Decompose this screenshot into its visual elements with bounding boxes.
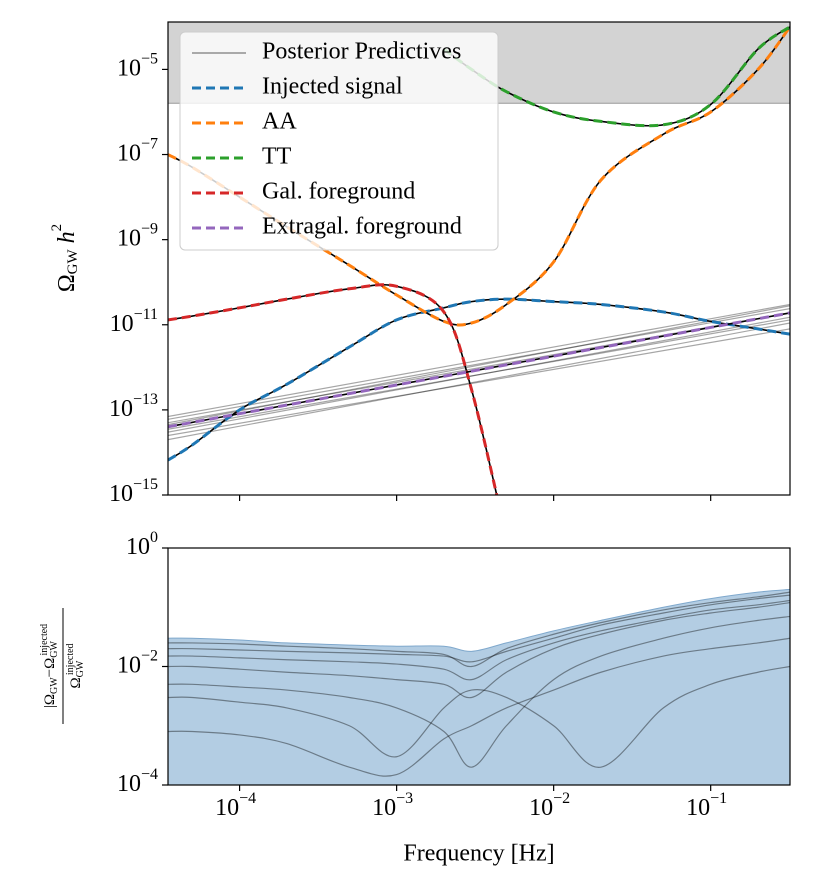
y-tick-label: 10−13 — [109, 391, 158, 422]
y-tick-label: 10−7 — [117, 135, 158, 166]
y-label-part: |Ω — [42, 694, 58, 708]
y-label-part: GW — [65, 248, 81, 274]
y-tick-label: 100 — [126, 529, 158, 560]
y-label-part: GW — [49, 641, 60, 658]
y-tick-label: 10−5 — [117, 50, 158, 81]
y-label-part: injected — [65, 643, 76, 675]
y-label-part: h — [54, 231, 80, 249]
posterior-median — [168, 298, 790, 461]
x-tick-label: 10−4 — [215, 790, 256, 821]
y-tick-label: 10−15 — [109, 476, 158, 507]
y-tick-label: 10−2 — [117, 647, 158, 678]
legend-label: Gal. foreground — [262, 179, 415, 205]
residual-line — [168, 594, 790, 663]
posterior-line — [168, 303, 790, 418]
residual-line — [168, 599, 790, 681]
posterior-line — [168, 305, 790, 426]
legend-label: Extragal. foreground — [262, 214, 462, 240]
y-label-part: GW — [49, 677, 60, 694]
posterior-median — [168, 283, 498, 495]
posterior-line — [168, 319, 790, 430]
legend-label: AA — [262, 109, 297, 135]
series-line — [168, 297, 790, 462]
y-label-part: injected — [39, 624, 50, 656]
x-axis-label: Frequency [Hz] — [403, 841, 554, 867]
legend-label: TT — [262, 144, 292, 170]
y-label-part: Ω — [54, 274, 80, 292]
residual-line — [168, 615, 790, 768]
plot-frame — [167, 21, 791, 496]
y-label-part: −Ω — [42, 658, 58, 678]
x-tick-label: 10−2 — [529, 790, 570, 821]
y-label-part: Ω — [68, 677, 84, 688]
residual-line — [168, 601, 790, 699]
bottom-plot — [168, 588, 790, 785]
x-tick-label: 10−3 — [372, 790, 413, 821]
y-axis-label: ΩGW h2 — [49, 224, 81, 292]
y-label-denominator: ΩGWinjected — [65, 643, 86, 688]
y-label-part: 2 — [49, 224, 65, 232]
posterior-line — [168, 307, 790, 420]
y-tick-label: 10−4 — [117, 766, 158, 797]
legend-label: Injected signal — [262, 74, 403, 100]
legend-box — [179, 31, 499, 251]
y-tick-label: 10−11 — [110, 305, 158, 336]
series-line — [168, 283, 499, 495]
posterior-line — [168, 328, 790, 437]
x-tick-label: 10−1 — [686, 790, 727, 821]
y-tick-label: 10−9 — [117, 220, 158, 251]
residual-line — [168, 637, 790, 777]
legend-label: Posterior Predictives — [262, 39, 461, 65]
y-label-numerator: |ΩGW−ΩGWinjected — [39, 624, 60, 708]
y-label-part: GW — [75, 660, 86, 677]
posterior-line — [168, 316, 790, 433]
posterior-line — [168, 322, 790, 441]
residual-line — [168, 665, 790, 768]
series-line — [168, 311, 790, 429]
residual-line — [168, 591, 790, 668]
envelope-area — [168, 588, 790, 785]
